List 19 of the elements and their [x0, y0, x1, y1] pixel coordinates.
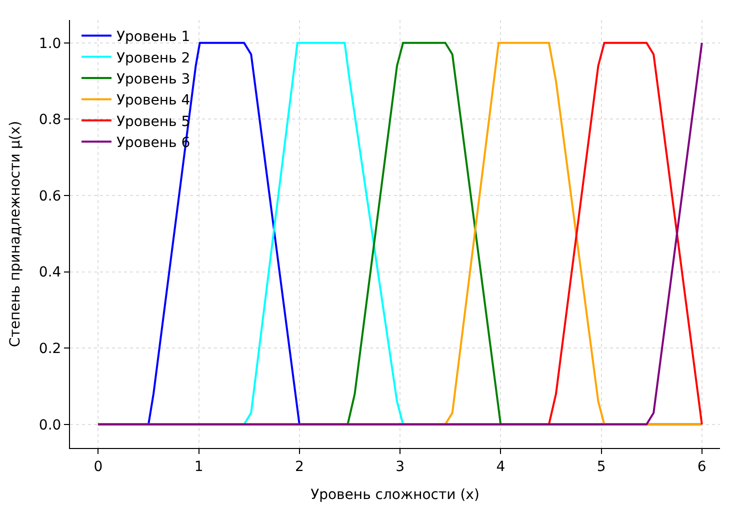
x-tick-label: 1	[194, 458, 204, 475]
y-tick-label: 1.0	[38, 36, 62, 52]
x-tick-label: 4	[496, 458, 506, 475]
x-axis-title: Уровень сложности (x)	[310, 487, 480, 504]
y-tick-label: 0.2	[38, 340, 62, 357]
x-tick-label: 6	[697, 458, 706, 475]
y-axis-title: Степень принадлежности μ(x)	[8, 120, 24, 348]
x-tick-label: 3	[396, 458, 404, 475]
legend-label: Уровень 2	[116, 50, 190, 66]
y-tick-label: 0.4	[38, 264, 62, 281]
legend-label: Уровень 3	[116, 71, 190, 88]
x-tick-label: 5	[596, 458, 606, 475]
x-tick-label: 2	[294, 458, 304, 475]
y-tick-label: 0.0	[38, 417, 62, 434]
y-tick-label: 0.8	[38, 112, 62, 128]
x-tick-label: 0	[94, 458, 103, 475]
legend-label: Уровень 1	[116, 29, 190, 46]
y-tick-label: 0.6	[38, 188, 62, 204]
legend-label: Уровень 4	[116, 92, 190, 109]
